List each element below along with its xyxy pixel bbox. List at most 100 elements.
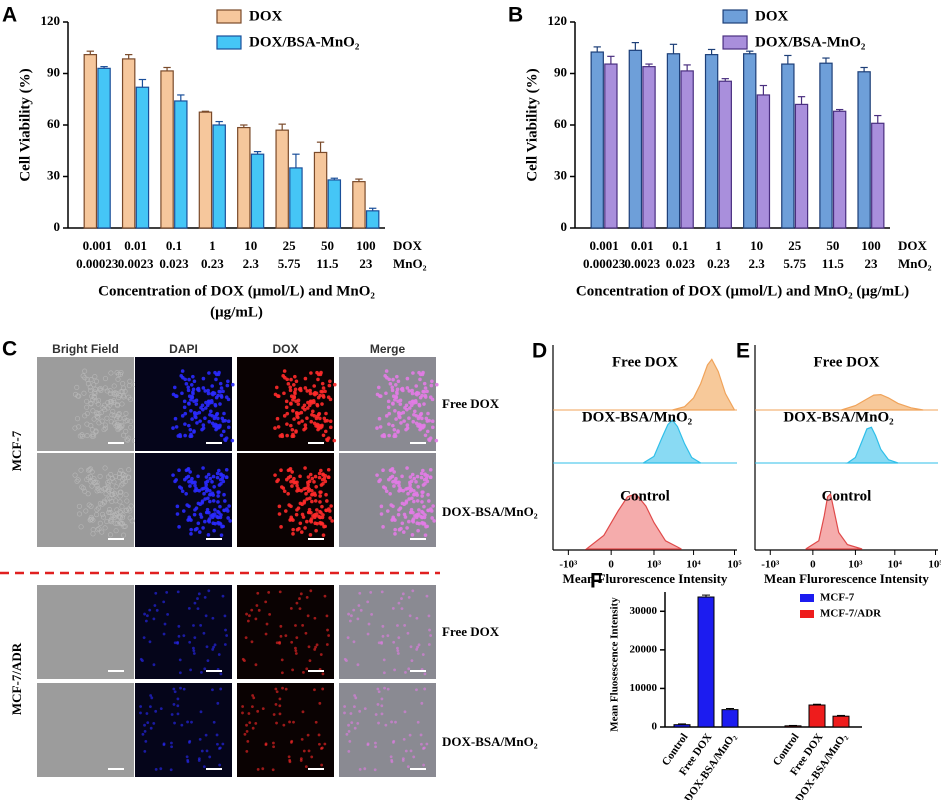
cell xyxy=(319,370,323,375)
cell xyxy=(113,498,119,504)
cell xyxy=(85,467,91,473)
cell xyxy=(422,389,427,394)
cell xyxy=(416,645,419,649)
cell xyxy=(386,634,390,638)
cell xyxy=(356,663,360,667)
cell xyxy=(314,720,318,724)
cell xyxy=(401,488,406,493)
cell xyxy=(101,500,107,506)
cell xyxy=(405,526,409,530)
cell xyxy=(177,634,181,638)
cell xyxy=(402,737,406,741)
cell xyxy=(400,607,404,611)
cell xyxy=(284,405,289,410)
cell xyxy=(129,518,135,524)
cell xyxy=(103,425,109,431)
cell xyxy=(307,749,311,753)
cell xyxy=(278,697,282,701)
cell xyxy=(197,488,202,493)
cell xyxy=(277,512,282,516)
bar xyxy=(794,103,809,229)
cell xyxy=(216,701,220,705)
cell xyxy=(96,487,102,493)
cell xyxy=(280,671,284,675)
cell xyxy=(183,433,187,438)
cell xyxy=(321,533,326,537)
cell xyxy=(72,425,78,431)
cell xyxy=(218,402,222,406)
cell xyxy=(294,646,297,650)
cell xyxy=(268,612,272,616)
cell xyxy=(316,377,320,382)
cell xyxy=(118,489,124,495)
cell xyxy=(221,389,225,394)
cell xyxy=(419,471,424,476)
cell xyxy=(216,515,220,520)
cell xyxy=(82,368,88,374)
cell xyxy=(427,499,431,503)
cell xyxy=(346,636,350,640)
cell xyxy=(275,690,279,694)
cell xyxy=(314,484,318,489)
cell xyxy=(320,521,324,526)
cell xyxy=(83,508,89,514)
cell xyxy=(225,383,230,388)
cell xyxy=(320,746,324,750)
x-axis-label: Mean Flurorescence Intensity xyxy=(563,571,728,586)
cell xyxy=(281,374,285,378)
cell xyxy=(276,425,281,429)
cell xyxy=(104,519,110,525)
cell xyxy=(120,512,126,518)
cell xyxy=(317,475,322,480)
cell xyxy=(214,412,219,417)
cell xyxy=(391,504,395,509)
x-axis-label: Concentration of DOX (μmol/L) and MnO₂ xyxy=(98,283,375,299)
image-bg xyxy=(37,585,134,679)
cell xyxy=(422,504,426,509)
cell xyxy=(120,381,126,387)
panel-letter: D xyxy=(532,340,547,363)
y-tick-label: 0 xyxy=(561,219,568,234)
cell xyxy=(139,657,143,661)
cell xyxy=(435,382,439,387)
cell xyxy=(177,468,181,473)
cell xyxy=(425,524,429,529)
x-tick-label: 10³ xyxy=(848,559,863,571)
error-bar xyxy=(593,46,601,53)
cell xyxy=(320,389,325,394)
cell xyxy=(410,518,415,523)
cell xyxy=(222,508,226,513)
cell xyxy=(350,614,353,618)
series-label: Free DOX xyxy=(814,354,880,370)
cell xyxy=(280,658,284,662)
cell xyxy=(405,376,410,381)
y-axis-label: Cell Viability (%) xyxy=(17,68,33,181)
cell xyxy=(314,528,318,533)
cell xyxy=(327,383,332,388)
cell xyxy=(204,406,208,410)
cell xyxy=(146,721,150,725)
cell xyxy=(111,399,117,405)
cell xyxy=(286,468,291,473)
cell xyxy=(196,607,200,611)
cell xyxy=(241,657,245,661)
cell xyxy=(225,509,230,513)
cell xyxy=(396,512,401,517)
cell xyxy=(204,489,209,493)
cell xyxy=(392,739,396,743)
cell xyxy=(381,485,386,489)
cell xyxy=(206,472,211,477)
cell xyxy=(425,389,429,394)
cell xyxy=(74,384,80,390)
cell xyxy=(295,480,299,485)
bar xyxy=(673,724,691,728)
cell xyxy=(290,739,294,743)
cell xyxy=(315,643,319,647)
cell xyxy=(123,507,129,513)
cell xyxy=(386,399,391,404)
cell xyxy=(374,741,377,745)
cell xyxy=(279,525,283,529)
cell xyxy=(94,483,100,489)
cell xyxy=(206,403,210,408)
cell xyxy=(148,640,152,644)
